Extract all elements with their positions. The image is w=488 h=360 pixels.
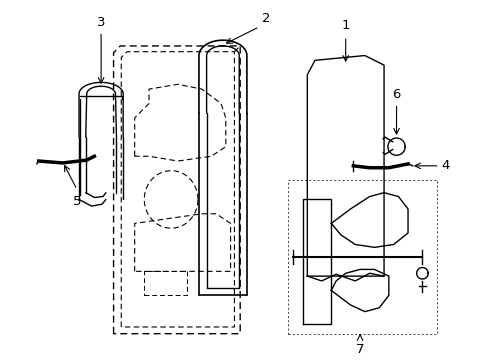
Text: 2: 2 (262, 12, 270, 25)
Text: 4: 4 (441, 159, 449, 172)
Text: 5: 5 (73, 195, 81, 208)
Text: 6: 6 (391, 87, 400, 100)
Text: 1: 1 (341, 19, 349, 32)
Text: 3: 3 (97, 16, 105, 29)
Text: 7: 7 (355, 343, 364, 356)
